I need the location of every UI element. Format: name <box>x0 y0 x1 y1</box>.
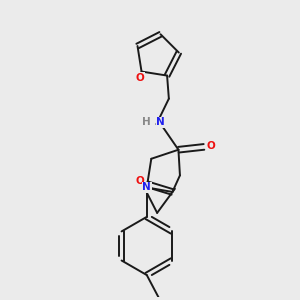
Text: O: O <box>207 141 215 151</box>
Text: N: N <box>156 117 165 128</box>
Text: N: N <box>142 182 151 192</box>
Text: O: O <box>135 73 144 83</box>
Text: O: O <box>135 176 144 186</box>
Text: H: H <box>142 117 151 128</box>
